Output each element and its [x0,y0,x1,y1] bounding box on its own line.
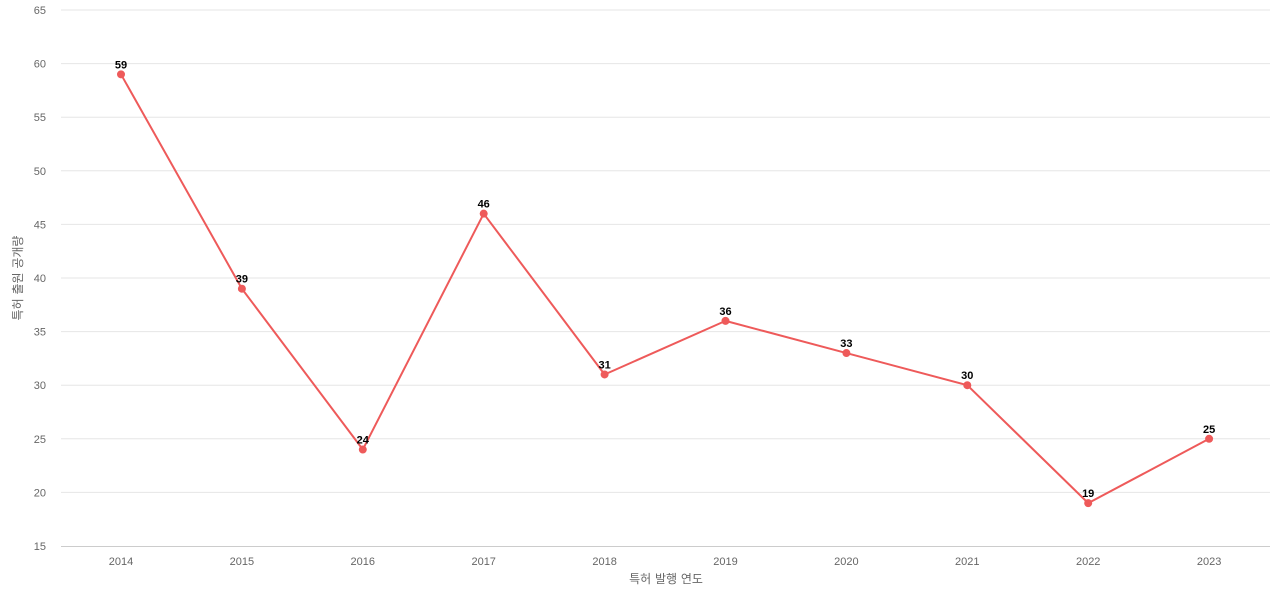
data-point[interactable] [963,381,972,390]
data-label: 19 [1082,488,1094,500]
data-label: 33 [840,338,852,350]
y-tick-label: 40 [34,273,46,285]
data-point[interactable] [479,209,488,218]
y-tick-label: 20 [34,487,46,499]
x-axis-ticks: 2014 2015 2016 2017 2018 2019 2020 2021 2022 2023 [109,556,1222,568]
data-label: 31 [598,359,610,371]
data-point[interactable] [237,284,246,293]
data-point[interactable] [1084,499,1093,508]
x-axis-title: 특허 발행 연도 [629,571,703,586]
y-axis-title: 특허 출원 공개량 [11,236,25,321]
grid-lines [61,9,1270,493]
y-axis-ticks: 15 20 25 30 35 40 45 50 55 60 65 [34,5,46,553]
x-tick-label: 2021 [955,556,979,568]
x-tick-label: 2019 [713,556,737,568]
y-tick-label: 25 [34,434,46,446]
y-tick-label: 65 [34,5,46,17]
data-point[interactable] [1205,434,1214,443]
data-point[interactable] [358,445,367,454]
y-tick-label: 35 [34,327,46,339]
y-tick-label: 15 [34,541,46,553]
data-label: 24 [357,435,370,447]
y-tick-label: 60 [34,59,46,71]
x-tick-label: 2015 [230,556,254,568]
data-point[interactable] [842,349,851,358]
x-tick-label: 2016 [351,556,375,568]
y-tick-label: 50 [34,166,46,178]
x-tick-label: 2022 [1076,556,1100,568]
data-label: 36 [719,306,731,318]
y-tick-label: 30 [34,380,46,392]
data-label: 30 [961,370,973,382]
x-tick-label: 2023 [1197,556,1221,568]
series-layer [117,70,1214,508]
data-label: 59 [115,59,127,71]
x-tick-label: 2018 [592,556,616,568]
series-line [120,73,1210,505]
data-point[interactable] [600,370,609,379]
data-point[interactable] [721,316,730,325]
data-point[interactable] [117,70,125,79]
data-label: 46 [478,199,490,211]
y-tick-label: 45 [34,219,46,231]
data-label: 25 [1203,424,1215,436]
data-label: 39 [236,274,248,286]
x-tick-label: 2017 [471,556,495,568]
x-tick-label: 2014 [109,556,133,568]
y-tick-label: 55 [34,112,46,124]
data-labels: 59 39 24 46 31 36 33 30 19 25 [115,59,1215,500]
x-tick-label: 2020 [834,556,858,568]
